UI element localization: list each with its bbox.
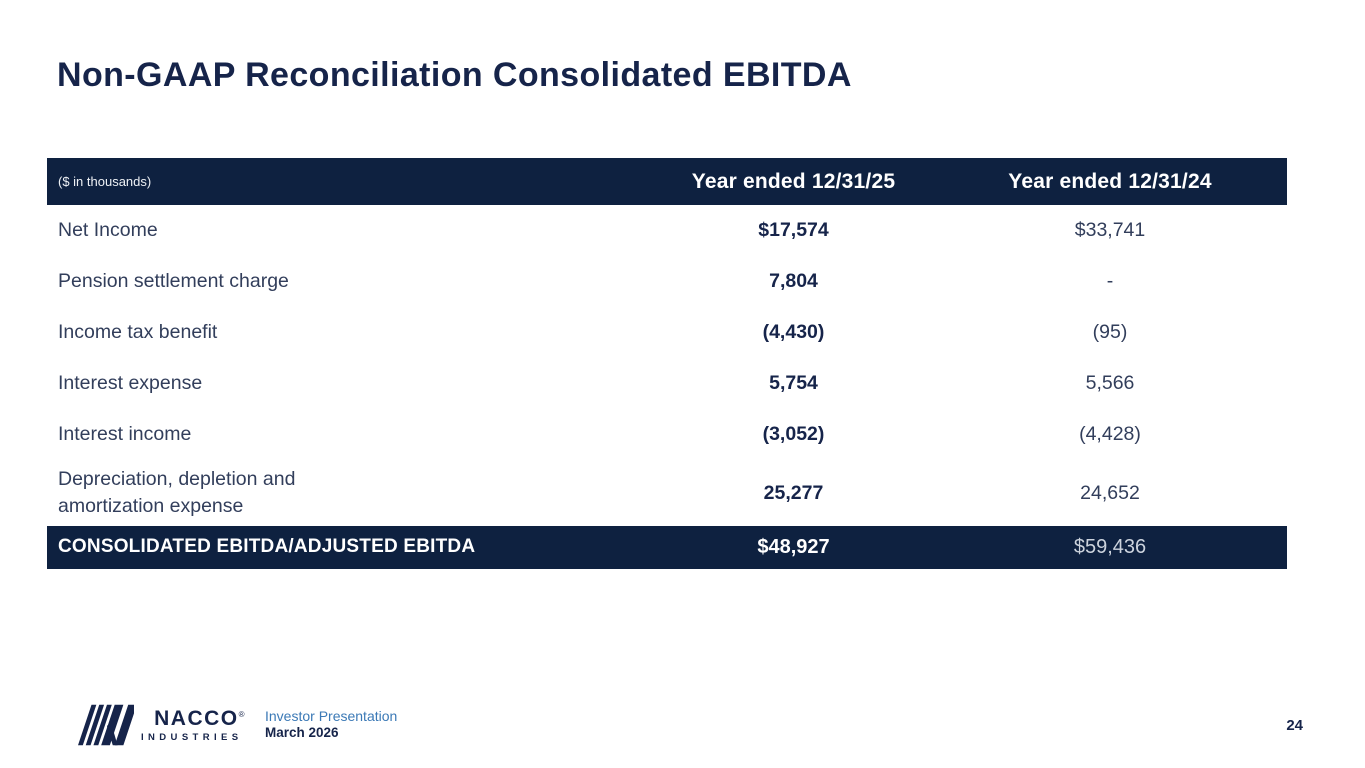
registered-mark: ®	[238, 709, 245, 719]
value-2025: 5,754	[769, 372, 818, 394]
date-label: March 2026	[265, 725, 339, 740]
column-header-2025: Year ended 12/31/25	[691, 169, 896, 193]
footer-meta: Investor Presentation March 2026	[265, 708, 397, 740]
row-label: Net Income	[58, 219, 158, 242]
value-2025: $17,574	[758, 219, 829, 241]
value-2024: -	[1106, 270, 1114, 292]
nacco-logo-icon	[78, 704, 134, 746]
row-label: Pension settlement charge	[58, 270, 289, 293]
page-title: Non-GAAP Reconciliation Consolidated EBI…	[57, 56, 852, 94]
row-label: Interest income	[58, 423, 192, 446]
value-2025: 7,804	[769, 270, 818, 292]
table-row: Net Income $17,574 $33,741	[47, 205, 1287, 256]
table-row: Pension settlement charge 7,804 -	[47, 256, 1287, 307]
value-2024: $33,741	[1074, 219, 1146, 241]
presentation-label: Investor Presentation	[265, 708, 398, 724]
table-row: Interest expense 5,754 5,566	[47, 358, 1287, 409]
page-number: 24	[1286, 717, 1303, 734]
reconciliation-table: ($ in thousands) Year ended 12/31/25 Yea…	[47, 158, 1287, 569]
table-row: Interest income (3,052) (4,428)	[47, 409, 1287, 460]
logo-wordmark: NACCO® INDUSTRIES	[141, 708, 245, 743]
total-value-2024: $59,436	[1073, 536, 1147, 558]
value-2024: (4,428)	[1079, 423, 1141, 445]
column-header-2024: Year ended 12/31/24	[1008, 169, 1212, 193]
value-2024: 5,566	[1085, 372, 1135, 394]
total-row-label: CONSOLIDATED EBITDA/ADJUSTED EBITDA	[58, 536, 476, 558]
value-2024: (95)	[1092, 321, 1128, 343]
company-logo: NACCO® INDUSTRIES	[78, 704, 245, 746]
total-value-2025: $48,927	[757, 536, 830, 558]
unit-note: ($ in thousands)	[58, 174, 152, 189]
table-row: Depreciation, depletion and amortization…	[47, 460, 1287, 526]
table-body: Net Income $17,574 $33,741 Pension settl…	[47, 205, 1287, 526]
value-2024: 24,652	[1080, 481, 1140, 504]
row-label: Interest expense	[58, 372, 203, 395]
value-2025: (3,052)	[762, 423, 825, 445]
table-row: Income tax benefit (4,430) (95)	[47, 307, 1287, 358]
table-total-row: CONSOLIDATED EBITDA/ADJUSTED EBITDA $48,…	[47, 526, 1287, 569]
value-2025: 25,277	[763, 481, 824, 504]
row-label: Depreciation, depletion and amortization…	[58, 468, 296, 517]
value-2025: (4,430)	[762, 321, 825, 343]
table-header-row: ($ in thousands) Year ended 12/31/25 Yea…	[47, 158, 1287, 205]
logo-subtitle: INDUSTRIES	[141, 731, 243, 743]
logo-name: NACCO®	[154, 706, 245, 730]
row-label: Income tax benefit	[58, 321, 218, 344]
